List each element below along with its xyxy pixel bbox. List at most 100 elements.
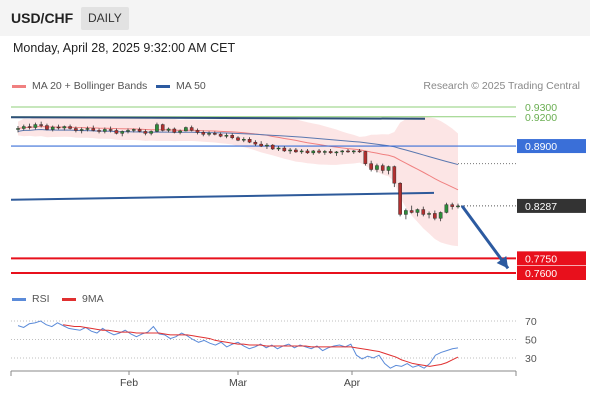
candle-body xyxy=(213,133,217,135)
candle-body xyxy=(253,141,258,145)
rsi-panel: 70 50 30 xyxy=(11,316,537,369)
candle-body xyxy=(97,130,101,132)
candle-body xyxy=(85,128,90,130)
candle-body xyxy=(328,151,333,154)
candle-body xyxy=(103,129,107,132)
candle-body xyxy=(131,129,136,131)
candle-body xyxy=(282,147,287,152)
down-arrow-head xyxy=(496,255,508,269)
candle-body xyxy=(149,131,153,134)
x-axis-tick-label: Apr xyxy=(344,377,361,389)
candle-body xyxy=(415,209,420,213)
rsi-level-label: 70 xyxy=(525,316,537,328)
candle-body xyxy=(184,127,188,132)
chart-datetime: Monday, April 28, 2025 9:32:00 AM CET xyxy=(13,41,236,55)
candle-body xyxy=(50,126,55,130)
candle-body xyxy=(207,133,211,135)
candle-body xyxy=(305,150,310,154)
candle-body xyxy=(189,127,194,131)
candle-body xyxy=(166,128,171,131)
candle-body xyxy=(247,139,252,143)
candle-body xyxy=(178,130,182,133)
x-axis-tick-label: Feb xyxy=(120,377,138,389)
ma20-legend-label: MA 20 + Bollinger Bands xyxy=(32,80,148,92)
candle-body xyxy=(33,124,38,128)
rsi-legend: RSI xyxy=(12,293,50,305)
candle-body xyxy=(62,126,67,129)
rsi-line xyxy=(17,320,459,369)
projection-arrow xyxy=(460,205,510,270)
candle-body xyxy=(74,128,78,131)
candle-body xyxy=(404,210,408,215)
bollinger-bands xyxy=(17,116,459,247)
candle-body xyxy=(241,139,246,141)
ma50-legend: MA 50 xyxy=(156,80,206,92)
candle-body xyxy=(346,150,350,153)
candle-body xyxy=(438,212,443,219)
candle-body xyxy=(270,144,275,150)
research-credit: Research © 2025 Trading Central xyxy=(423,80,580,92)
ma50-swatch xyxy=(156,84,170,88)
candle-body xyxy=(351,150,356,153)
bollinger-band-fill xyxy=(18,116,458,247)
candle-body xyxy=(340,150,345,153)
candle-body xyxy=(114,130,119,134)
candle-body xyxy=(201,132,206,135)
candle-body xyxy=(259,143,263,147)
ma50-legend-label: MA 50 xyxy=(176,80,206,92)
x-axis: Feb Mar Apr xyxy=(10,370,517,389)
timeframe-tab[interactable]: DAILY xyxy=(81,7,129,30)
pivot-level-label: 0.8900 xyxy=(525,141,557,153)
rsi-level-label: 50 xyxy=(525,335,537,347)
candle-body xyxy=(386,166,391,171)
candle-body xyxy=(311,150,316,154)
candle-body xyxy=(323,151,327,153)
candle-body xyxy=(21,126,26,129)
candles xyxy=(16,121,460,222)
candle-body xyxy=(79,129,84,131)
candle-body xyxy=(45,125,49,130)
candle-body xyxy=(155,124,159,132)
ma20-legend: MA 20 + Bollinger Bands xyxy=(12,80,147,92)
candle-body xyxy=(294,149,298,153)
ma50-line xyxy=(17,128,459,166)
trendlines xyxy=(10,116,435,201)
resistance-level-label: 0.9300 xyxy=(525,102,557,114)
candle-body xyxy=(265,144,269,147)
rsi-swatch xyxy=(12,297,26,301)
candle-body xyxy=(172,128,177,133)
candle-body xyxy=(375,165,379,170)
candle-body xyxy=(369,163,373,170)
upper-trendline xyxy=(10,116,426,120)
candle-body xyxy=(56,126,61,129)
pivot-label-bg xyxy=(517,139,586,154)
candle-body xyxy=(357,150,362,153)
candle-body xyxy=(409,210,414,213)
candle-body xyxy=(218,134,223,137)
candle-body xyxy=(276,147,281,150)
candle-body xyxy=(224,135,229,137)
rsi-ma-line xyxy=(63,324,459,367)
candle-body xyxy=(427,213,431,215)
candle-body xyxy=(317,150,321,153)
candle-body xyxy=(27,126,32,128)
candle-body xyxy=(398,182,402,215)
candle-body xyxy=(421,209,426,215)
candle-body xyxy=(444,204,449,213)
candle-body xyxy=(363,151,368,164)
candle-body xyxy=(16,128,20,130)
candle-body xyxy=(160,124,165,131)
target-label-bg xyxy=(517,266,586,280)
candle-body xyxy=(195,130,200,133)
rsi-ma-swatch xyxy=(62,297,76,301)
last-price-label: 0.8287 xyxy=(525,201,557,213)
target-level-label: 0.7600 xyxy=(525,268,557,280)
candle-body xyxy=(126,130,130,132)
candle-body xyxy=(392,166,397,184)
candle-body xyxy=(299,150,304,153)
candle-body xyxy=(236,137,240,141)
ma20-line xyxy=(17,126,459,191)
candle-body xyxy=(91,128,96,131)
candle-body xyxy=(288,149,292,152)
